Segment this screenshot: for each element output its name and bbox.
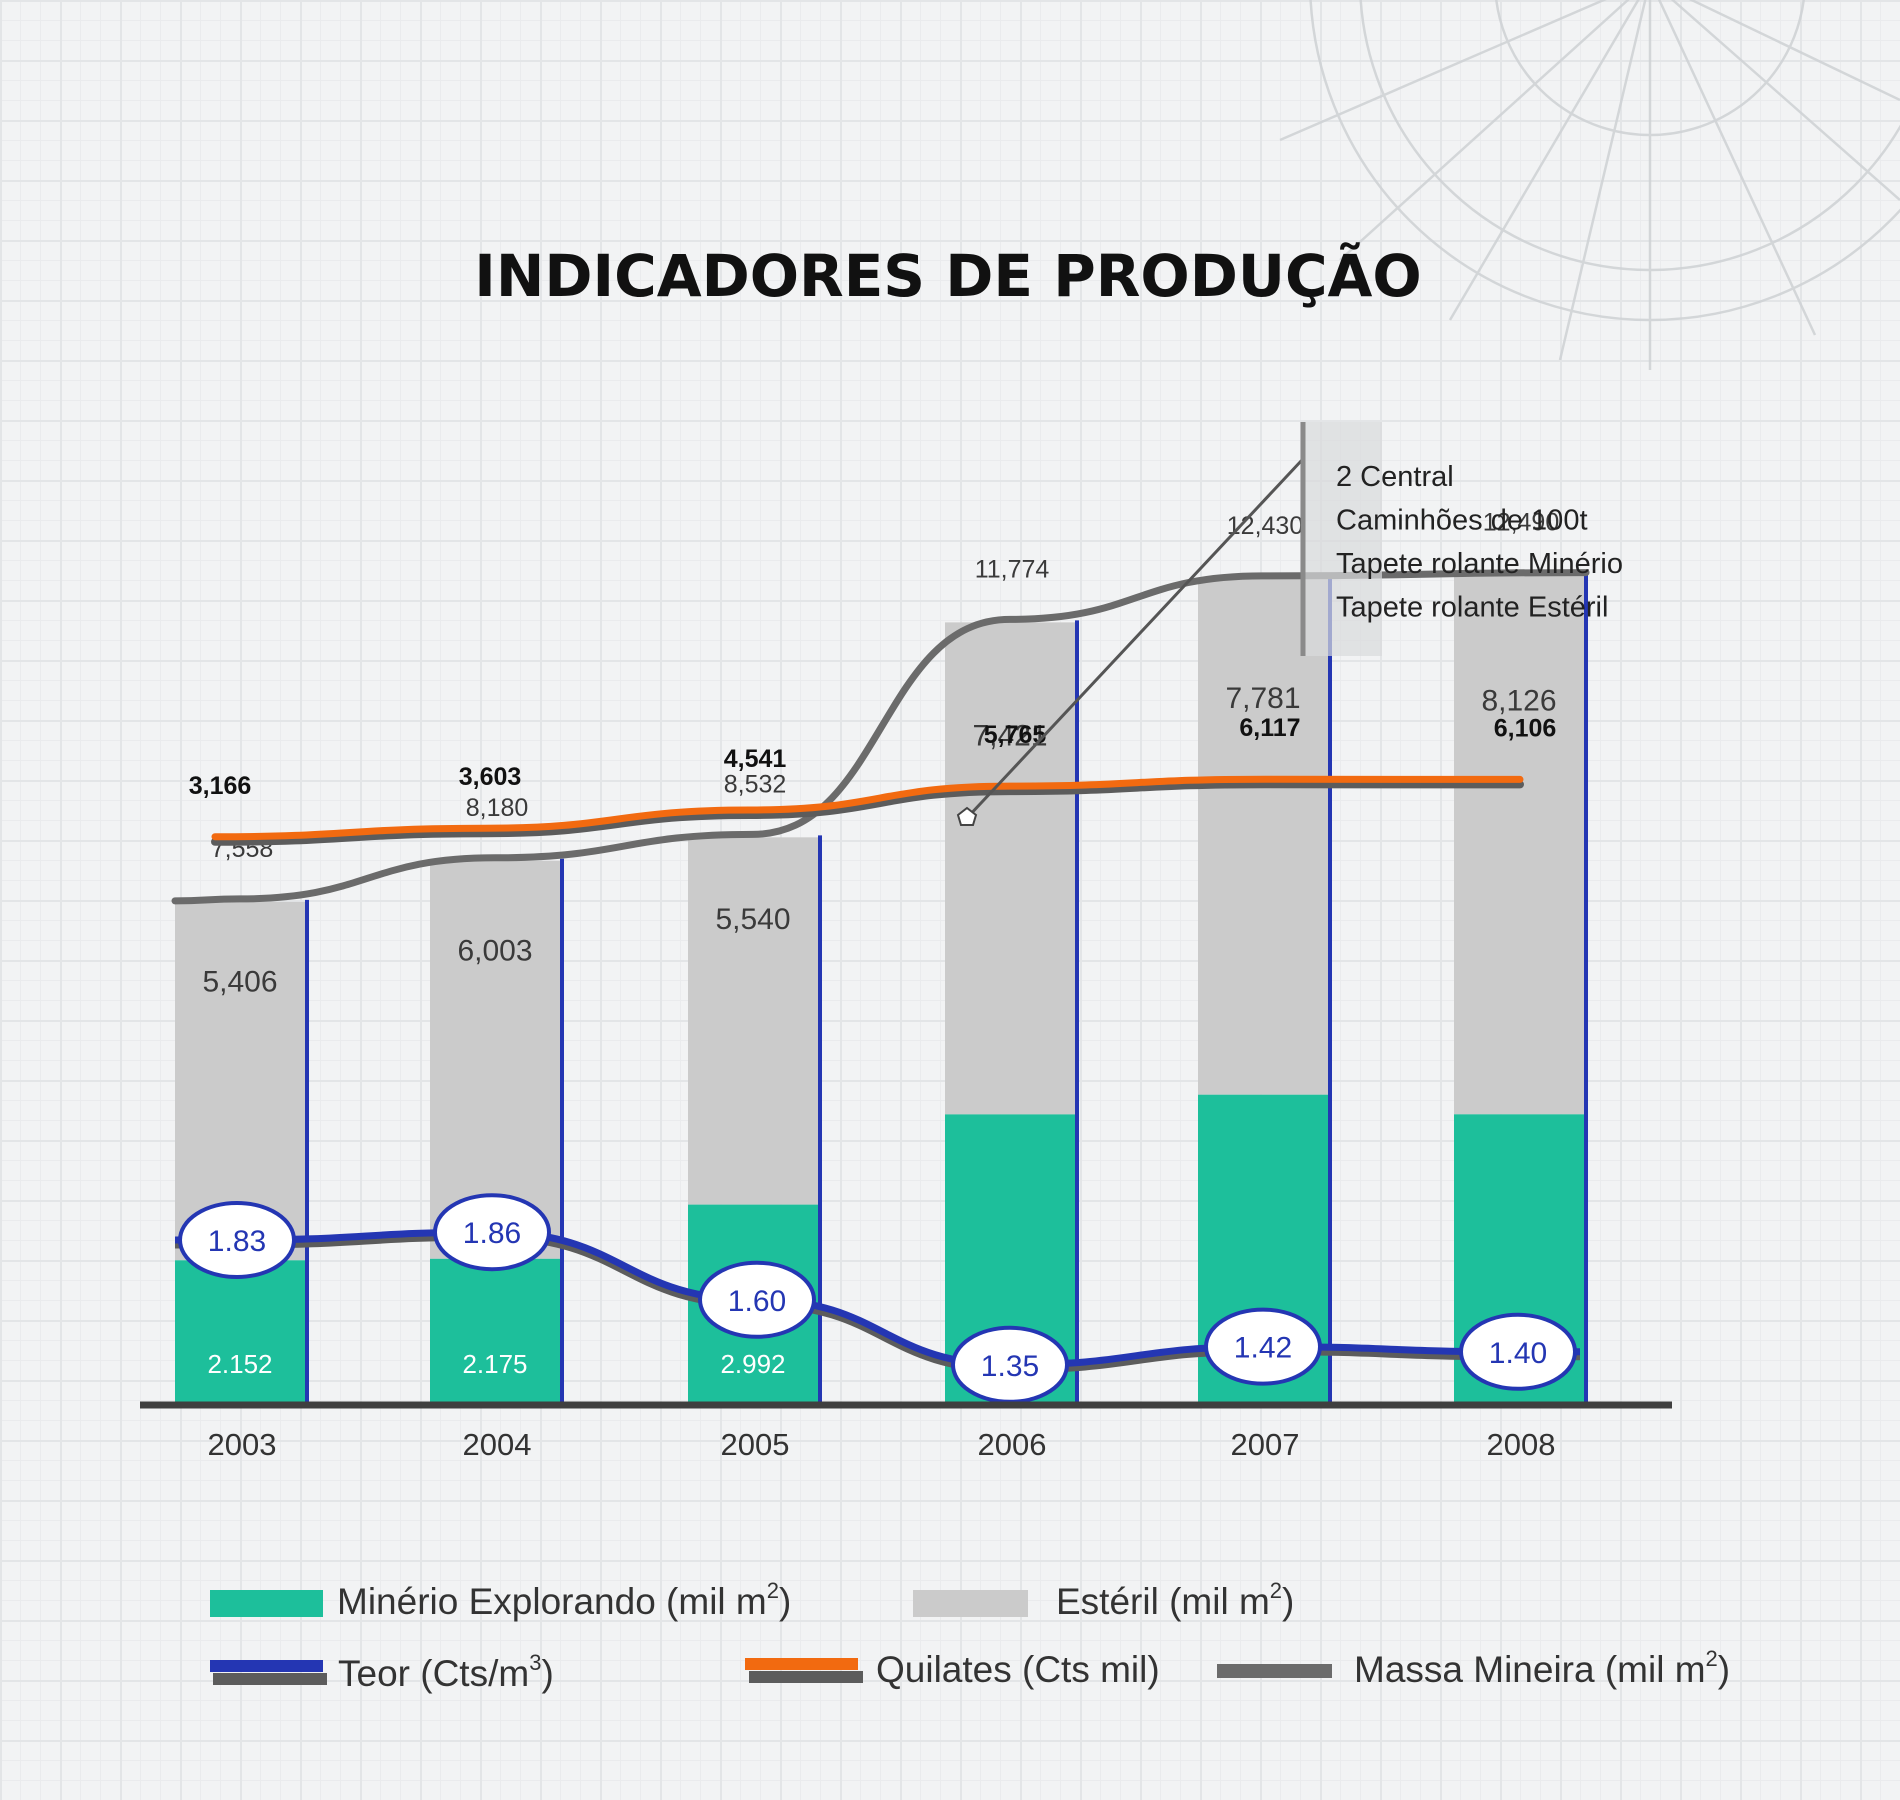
teor-marker <box>1459 1312 1577 1391</box>
legend: Minério Explorando (mil m2) Estéril (mil… <box>210 1578 1730 1694</box>
bar-esteril <box>1454 575 1584 1115</box>
bar-esteril <box>1198 578 1328 1095</box>
chart-title: INDICADORES DE PRODUÇÃO <box>474 241 1421 310</box>
annotation-marker <box>956 806 978 826</box>
teor-marker <box>698 1260 816 1339</box>
x-tick-label: 2005 <box>721 1427 790 1462</box>
teor-value-label: 1.35 <box>981 1350 1039 1383</box>
massa-mineira-value-label: 12,430 <box>1227 512 1303 540</box>
legend-swatch-quilates <box>745 1658 858 1670</box>
legend-label-esteril: Estéril (mil m2) <box>1056 1578 1294 1622</box>
esteril-value-label: 8,126 <box>1481 684 1556 717</box>
annotation-line: 2 Central <box>1336 461 1454 493</box>
esteril-value-label: 5,406 <box>202 966 277 999</box>
teor-value-label: 1.86 <box>463 1217 521 1250</box>
massa-mineira-line <box>171 569 1590 905</box>
decorative-compass <box>1279 0 1900 370</box>
teor-layer: 1.83 1.86 1.60 1.35 1.42 1.40 <box>175 1193 1580 1404</box>
teor-line <box>175 1228 1580 1369</box>
x-tick-label: 2004 <box>463 1427 532 1462</box>
legend-label-quilates: Quilates (Cts mil) <box>876 1649 1160 1690</box>
legend-swatch-quilates-shadow <box>749 1671 863 1683</box>
bar-esteril <box>430 860 560 1259</box>
quilates-value-label: 3,603 <box>459 763 522 791</box>
massa-mineira-value-label: 11,774 <box>975 555 1050 583</box>
teor-marker <box>1204 1307 1322 1386</box>
legend-swatch-massa <box>1217 1664 1332 1678</box>
x-tick-label: 2008 <box>1487 1427 1556 1462</box>
bar-esteril <box>945 622 1075 1115</box>
annotation-line: Caminhões de 100t <box>1336 505 1588 537</box>
bar-minerio <box>175 1260 305 1403</box>
x-axis-ticks: 2003 2004 2005 2006 2007 2008 <box>208 1427 1556 1462</box>
bar-esteril <box>175 901 305 1261</box>
quilates-value-label: 4,541 <box>724 745 787 773</box>
quilates-value-label: 3,166 <box>189 772 252 800</box>
quilates-line <box>211 775 1524 841</box>
legend-label-teor: Teor (Cts/m3) <box>338 1650 554 1694</box>
x-tick-label: 2003 <box>208 1427 277 1462</box>
esteril-value-label: 5,540 <box>715 903 790 936</box>
x-tick-label: 2006 <box>978 1427 1047 1462</box>
bar-esteril <box>688 837 818 1205</box>
teor-marker <box>433 1193 551 1272</box>
legend-swatch-minerio <box>210 1590 323 1617</box>
legend-label-massa: Massa Mineira (mil m2) <box>1354 1646 1730 1690</box>
teor-value-label: 1.42 <box>1234 1332 1292 1365</box>
legend-swatch-teor <box>210 1660 323 1672</box>
bar-minerio <box>430 1258 560 1403</box>
quilates-line-shadow <box>211 780 1524 846</box>
teor-line-shadow <box>175 1233 1580 1374</box>
massa-mineira-value-label: 8,180 <box>466 794 529 822</box>
quilates-value-label: 6,106 <box>1494 714 1557 742</box>
teor-value-label: 1.40 <box>1489 1337 1547 1370</box>
legend-swatch-teor-shadow <box>213 1673 327 1685</box>
teor-value-label: 1.60 <box>728 1285 786 1318</box>
minerio-value-label: 2.992 <box>720 1349 785 1379</box>
minerio-value-label: 2.152 <box>207 1349 272 1379</box>
teor-value-label: 1.83 <box>208 1225 266 1258</box>
massa-mineira-value-label: 8,532 <box>724 770 787 798</box>
quilates-value-label: 6,117 <box>1239 714 1300 742</box>
esteril-value-label: 6,003 <box>457 934 532 967</box>
massa-mineira-value-label: 12,490 <box>1483 509 1559 537</box>
annotation-line: Tapete rolante Estéril <box>1336 592 1608 624</box>
esteril-value-label: 7,781 <box>1225 682 1300 715</box>
x-tick-label: 2007 <box>1231 1427 1300 1462</box>
legend-label-minerio: Minério Explorando (mil m2) <box>337 1578 791 1622</box>
annotation-layer: 2 Central Caminhões de 100t Tapete rolante… <box>956 422 1623 826</box>
annotation-line: Tapete rolante Minério <box>1336 548 1623 580</box>
annotation-leader-line <box>965 458 1304 820</box>
legend-swatch-esteril <box>913 1590 1028 1617</box>
teor-marker <box>178 1201 296 1279</box>
annotation-bracket-shade <box>1302 422 1382 656</box>
bars-layer: 2.1525,4062.1756,0032.9925,5404.3537,421… <box>175 573 1588 1403</box>
minerio-value-label: 2.175 <box>462 1349 527 1379</box>
